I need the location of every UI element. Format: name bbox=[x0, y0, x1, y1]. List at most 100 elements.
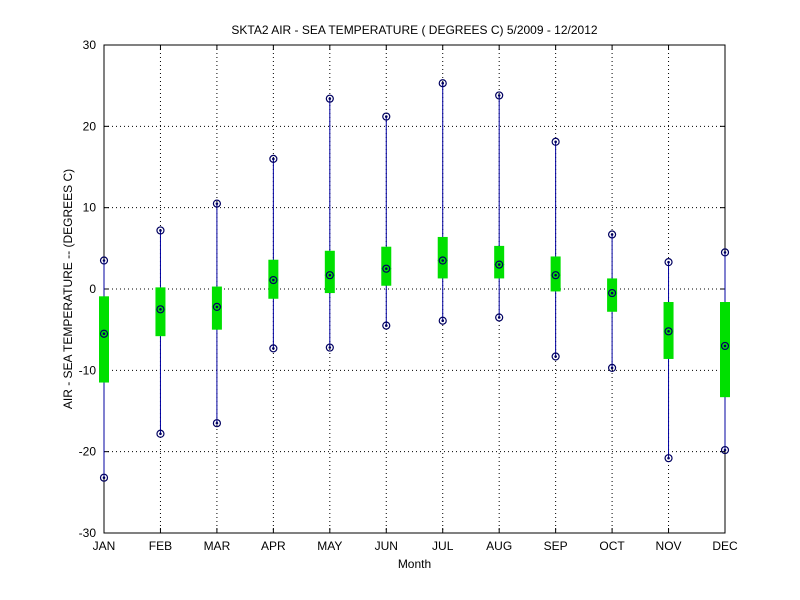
plot-area bbox=[103, 44, 726, 534]
max-marker bbox=[269, 154, 278, 163]
median-marker bbox=[382, 264, 391, 273]
max-marker bbox=[156, 226, 165, 235]
min-marker-dot bbox=[102, 476, 106, 479]
median-marker bbox=[325, 271, 334, 280]
median-marker bbox=[156, 305, 165, 314]
min-marker bbox=[720, 445, 730, 455]
max-marker-dot bbox=[441, 81, 445, 85]
median-marker-dot bbox=[554, 273, 557, 277]
min-marker bbox=[551, 352, 560, 361]
median-marker-dot bbox=[497, 263, 501, 266]
min-marker-dot bbox=[667, 456, 670, 460]
x-tick-label: AUG bbox=[486, 539, 512, 553]
y-tick-label: -10 bbox=[79, 363, 97, 377]
max-marker bbox=[382, 112, 391, 121]
y-axis-label: AIR - SEA TEMPERATURE -- (DEGREES C) bbox=[61, 169, 75, 409]
min-marker-dot bbox=[159, 432, 162, 436]
y-tick-label: 30 bbox=[83, 38, 97, 52]
x-tick-label: NOV bbox=[656, 539, 682, 553]
median-marker bbox=[551, 271, 560, 280]
iqr-box bbox=[155, 287, 166, 337]
min-marker bbox=[438, 316, 447, 325]
max-marker bbox=[438, 79, 447, 88]
max-marker-dot bbox=[723, 251, 727, 254]
iqr-box bbox=[437, 236, 448, 279]
median-marker-dot bbox=[610, 291, 614, 295]
min-marker bbox=[99, 473, 109, 482]
min-marker-dot bbox=[272, 347, 275, 350]
median-marker-dot bbox=[102, 332, 106, 336]
x-tick-label: JUN bbox=[375, 539, 398, 553]
max-marker bbox=[212, 199, 222, 208]
min-marker bbox=[325, 343, 334, 352]
median-marker-dot bbox=[667, 329, 670, 333]
median-marker-dot bbox=[441, 259, 445, 262]
median-marker bbox=[99, 329, 109, 338]
x-tick-label: DEC bbox=[712, 539, 738, 553]
grid bbox=[104, 45, 725, 533]
x-tick-label: APR bbox=[261, 539, 286, 553]
min-marker-dot bbox=[215, 421, 219, 425]
median-marker bbox=[495, 260, 504, 269]
x-tick-label: FEB bbox=[149, 539, 172, 553]
iqr-box bbox=[494, 245, 505, 279]
x-axis-label: Month bbox=[398, 557, 431, 571]
median-marker bbox=[664, 327, 673, 336]
median-marker-dot bbox=[328, 273, 332, 277]
min-marker-dot bbox=[723, 448, 727, 452]
max-marker bbox=[607, 230, 617, 239]
max-marker bbox=[551, 137, 560, 146]
min-marker-dot bbox=[554, 355, 557, 358]
iqr-box bbox=[607, 278, 618, 312]
median-marker bbox=[720, 341, 730, 351]
max-marker bbox=[664, 258, 673, 267]
max-marker bbox=[720, 248, 730, 257]
min-marker-dot bbox=[610, 366, 614, 370]
y-tick-label: 20 bbox=[83, 119, 97, 133]
max-marker-dot bbox=[554, 140, 557, 144]
min-marker bbox=[269, 344, 278, 353]
max-marker-dot bbox=[159, 229, 162, 232]
min-marker-dot bbox=[384, 324, 388, 327]
median-marker-dot bbox=[272, 278, 275, 282]
min-marker bbox=[664, 454, 673, 463]
median-marker-dot bbox=[159, 308, 162, 311]
max-marker-dot bbox=[384, 115, 388, 118]
max-marker-dot bbox=[667, 260, 670, 264]
median-marker bbox=[269, 275, 278, 285]
x-tick-label: OCT bbox=[599, 539, 625, 553]
y-tick-label: -20 bbox=[79, 445, 97, 459]
max-marker bbox=[99, 256, 109, 265]
min-marker bbox=[156, 429, 165, 438]
median-marker-dot bbox=[384, 267, 388, 270]
median-marker bbox=[212, 302, 222, 311]
y-tick-label: 10 bbox=[83, 201, 97, 215]
min-marker bbox=[212, 419, 222, 428]
max-marker-dot bbox=[328, 97, 332, 100]
chart-title: SKTA2 AIR - SEA TEMPERATURE ( DEGREES C)… bbox=[231, 23, 597, 37]
x-axis: JAN FEB MAR APR MAY JUN JUL AUG SEP OCT NOV DEC bbox=[93, 45, 738, 553]
median-marker bbox=[607, 288, 617, 298]
box-series bbox=[99, 79, 730, 482]
median-marker-dot bbox=[723, 344, 727, 348]
max-marker-dot bbox=[610, 233, 614, 236]
y-tick-label: 0 bbox=[89, 282, 96, 296]
y-tick-label: -30 bbox=[79, 526, 97, 540]
max-marker bbox=[325, 94, 334, 103]
min-marker bbox=[607, 363, 617, 372]
min-marker-dot bbox=[441, 319, 445, 323]
min-marker-dot bbox=[328, 346, 332, 349]
iqr-box bbox=[381, 246, 392, 286]
x-tick-label: JAN bbox=[93, 539, 116, 553]
max-marker-dot bbox=[272, 157, 275, 161]
min-marker bbox=[495, 313, 504, 322]
x-tick-label: JUL bbox=[432, 539, 454, 553]
x-tick-label: SEP bbox=[544, 539, 568, 553]
max-marker-dot bbox=[497, 94, 501, 97]
max-marker-dot bbox=[102, 259, 106, 262]
min-marker-dot bbox=[497, 316, 501, 319]
x-tick-label: MAR bbox=[204, 539, 231, 553]
x-tick-label: MAY bbox=[317, 539, 342, 553]
max-marker bbox=[495, 91, 504, 100]
